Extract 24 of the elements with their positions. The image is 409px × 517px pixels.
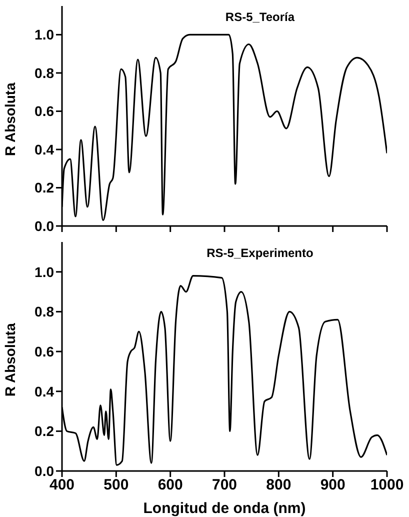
x-tick-label: 800 — [266, 476, 292, 494]
y-tick-label: 0.4 — [34, 141, 54, 158]
y-axis-title: R Absoluta — [2, 322, 18, 396]
y-tick-label: 0.2 — [34, 180, 54, 196]
x-axis-title: Longitud de onda (nm) — [143, 500, 306, 517]
y-tick-label: 0.6 — [34, 103, 54, 120]
y-axis-title: R Absoluta — [2, 82, 18, 156]
y-tick-label: 0.4 — [34, 383, 54, 400]
chart-title: RS-5_Teoría — [224, 10, 296, 24]
y-tick-label: 0.8 — [34, 304, 54, 320]
y-tick-label: 0.0 — [34, 218, 54, 234]
x-tick-label: 400 — [49, 476, 75, 494]
x-tick-label: 700 — [212, 476, 238, 494]
y-tick-label: 0.6 — [34, 343, 54, 360]
y-tick-label: 0.2 — [34, 423, 54, 440]
x-tick-label: 1000 — [370, 476, 404, 494]
chart-title: RS-5_Experimento — [206, 246, 314, 260]
y-tick-label: 1.0 — [34, 26, 54, 43]
y-tick-label: 0.8 — [34, 64, 54, 81]
x-tick-label: 500 — [104, 476, 129, 494]
x-tick-label: 900 — [320, 476, 346, 494]
x-tick-label: 600 — [158, 476, 183, 494]
y-tick-label: 0.0 — [34, 462, 54, 479]
y-tick-label: 1.0 — [34, 264, 54, 280]
